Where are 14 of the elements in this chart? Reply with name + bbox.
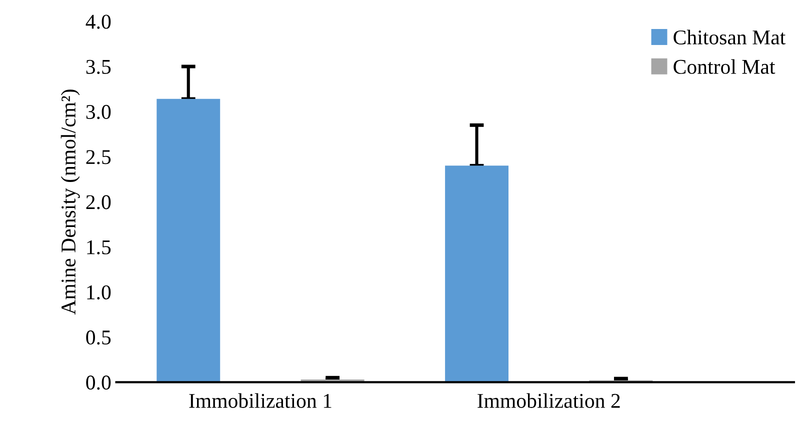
legend-label: Chitosan Mat: [674, 30, 786, 44]
y-tick-label: 4.0: [86, 14, 111, 29]
y-axis-title: Amine Density (nmol/cm²): [60, 90, 80, 315]
y-tick-label: 0.0: [86, 376, 111, 390]
y-tick-label: 2.0: [86, 195, 111, 210]
legend-label: Control Mat: [674, 59, 776, 74]
x-tick-label: Immobilization 2: [478, 393, 620, 408]
y-tick-label: 3.0: [86, 104, 111, 120]
x-tick-label: Immobilization 1: [189, 393, 332, 408]
y-tick-label: 0.5: [86, 330, 111, 345]
y-tick-label: 1.0: [87, 285, 111, 300]
y-tick-label: 3.5: [86, 60, 111, 74]
y-tick-label: 1.5: [87, 240, 111, 254]
y-tick-label: 2.5: [86, 150, 111, 164]
